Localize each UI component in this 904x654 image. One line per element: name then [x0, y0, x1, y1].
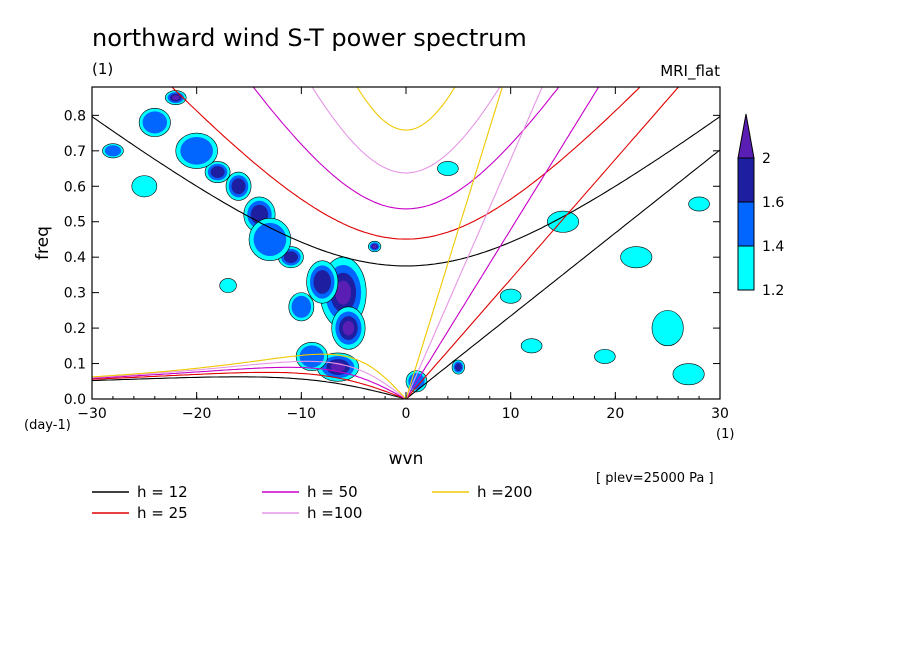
curve-h50-kelvin [405, 87, 600, 399]
power-blob-1-level-3 [342, 320, 355, 336]
dispersion-curves [92, 87, 720, 399]
curve-h50-ig [252, 87, 560, 210]
curve-h200-rossby [92, 353, 407, 399]
curve-h25-kelvin [405, 87, 680, 399]
subtitle-right: MRI_flat [660, 62, 720, 81]
power-blob-6-level-2 [210, 166, 225, 179]
x-tick-label: −10 [287, 406, 317, 422]
y-tick-label: 0.4 [64, 250, 86, 266]
power-blob-13-level-1 [142, 111, 168, 134]
power-blob-9-level-2 [454, 363, 462, 372]
power-blob-7-level-3 [172, 95, 180, 101]
x-tick-label: 30 [711, 406, 729, 422]
power-blob-19-level-0 [672, 363, 705, 386]
legend-label: h = 12 [137, 483, 188, 501]
legend-label: h =200 [477, 483, 532, 501]
plot-frame [91, 86, 721, 400]
power-blob-5-level-2 [231, 178, 246, 195]
power-blob-18-level-0 [651, 310, 684, 347]
power-blob-10-level-2 [283, 251, 298, 264]
power-blob-3-level-2 [313, 270, 332, 294]
curve-h100-rossby [92, 360, 407, 399]
colorbar-label: 2 [762, 151, 771, 167]
y-tick-label: 0.2 [64, 321, 86, 337]
x-axis-label: wvn [389, 449, 424, 469]
chart-title: northward wind S-T power spectrum [92, 24, 527, 52]
y-axis-label: freq [33, 226, 53, 260]
colorbar-label: 1.2 [762, 283, 784, 299]
subtitle-left: (1) [92, 60, 113, 78]
power-blob-8-level-3 [372, 244, 377, 249]
colorbar: 2 1.6 1.4 1.2 [737, 113, 784, 299]
x-tick-label: 0 [402, 406, 411, 422]
y-tick-label: 0.6 [64, 179, 86, 195]
plev-annotation: [ plev=25000 Pa ] [596, 471, 714, 486]
x-tick-label: −30 [77, 406, 107, 422]
colorbar-label: 1.6 [762, 195, 784, 211]
power-blob-20-level-0 [620, 246, 653, 269]
x-tick-label: 10 [502, 406, 520, 422]
legend-label: h = 50 [307, 483, 358, 501]
colorbar-label: 1.4 [762, 239, 784, 255]
power-blob-12-level-1 [180, 136, 213, 165]
curve-h12-ig [92, 115, 720, 267]
curve-h12-rossby [92, 376, 407, 399]
colorbar-segment [737, 245, 755, 291]
power-blob-21-level-0 [499, 288, 522, 304]
power-blob-25-level-0 [437, 161, 459, 176]
power-blob-15-level-1 [299, 345, 325, 368]
power-blob-28-level-0 [219, 278, 237, 293]
curve-h12-kelvin [405, 149, 720, 399]
curve-h100-ig [311, 87, 501, 174]
colorbar-segment [737, 201, 755, 247]
legend-label: h =100 [307, 504, 362, 522]
y-tick-label: 0.8 [64, 108, 86, 124]
power-blob-23-level-0 [520, 338, 543, 354]
y-axis-ticks: 0.0 0.1 0.2 0.3 0.4 0.5 0.6 0.7 0.8 [64, 108, 720, 408]
colorbar-arrow [737, 113, 755, 159]
x-axis-ticks: −30 −20 −10 0 10 20 30 [77, 87, 729, 422]
power-blob-17-level-0 [546, 210, 579, 233]
power-blob-22-level-0 [688, 196, 710, 212]
y-tick-label: 0.7 [64, 144, 86, 160]
legend: h = 12 h = 25 h = 50 h =100 h =200 [92, 483, 532, 522]
x-unit-label: (1) [716, 427, 734, 442]
curve-h50-rossby [92, 366, 407, 399]
y-unit-label: (day-1) [24, 418, 71, 433]
y-tick-label: 0.3 [64, 286, 86, 302]
curve-h100-kelvin [405, 87, 543, 399]
y-tick-label: 0.5 [64, 215, 86, 231]
power-blob-0-level-3 [335, 280, 352, 305]
legend-label: h = 25 [137, 504, 188, 522]
x-tick-label: −20 [182, 406, 212, 422]
curve-h200-ig [356, 87, 456, 131]
power-blob-26-level-0 [594, 349, 616, 364]
power-blob-27-level-0 [131, 175, 158, 198]
y-tick-label: 0.0 [64, 392, 86, 408]
curve-h25-ig [171, 87, 641, 240]
x-tick-label: 20 [606, 406, 624, 422]
power-blob-11-level-1 [291, 295, 312, 318]
curve-h25-rossby [92, 371, 407, 399]
y-tick-label: 0.1 [64, 357, 86, 373]
power-shading [102, 90, 710, 393]
colorbar-segment [737, 157, 755, 203]
power-blob-24-level-1 [104, 145, 122, 157]
curve-h200-kelvin [405, 87, 503, 399]
